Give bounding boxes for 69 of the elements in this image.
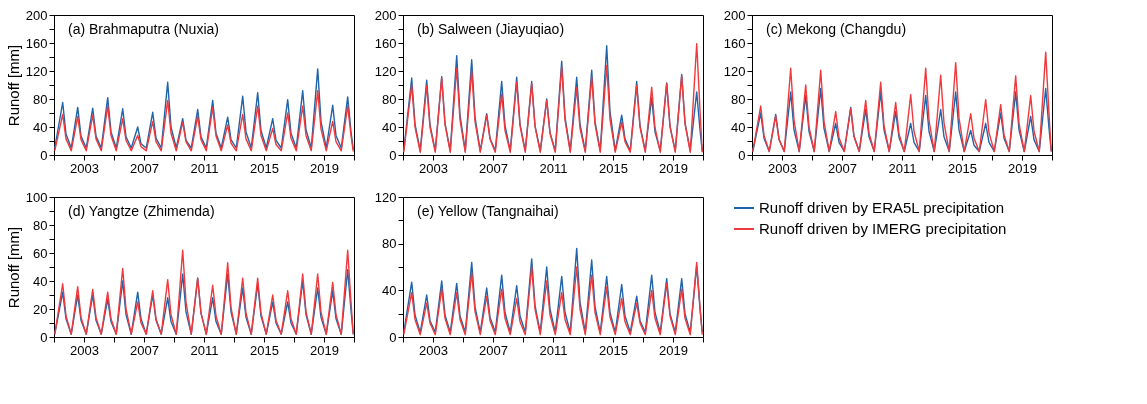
x-tick-label: 2011 bbox=[190, 160, 219, 176]
line-series bbox=[403, 261, 703, 336]
x-tick-label: 2003 bbox=[70, 160, 99, 176]
y-tick-label: 160 bbox=[25, 35, 48, 51]
y-tick-label: 80 bbox=[33, 217, 48, 233]
y-tick-label: 120 bbox=[374, 63, 397, 79]
x-tick-label: 2003 bbox=[70, 342, 99, 358]
line-series bbox=[403, 247, 703, 334]
chart-title: (d) Yangtze (Zhimenda) bbox=[68, 203, 215, 219]
line-series bbox=[54, 89, 354, 153]
chart-title: (c) Mekong (Changdu) bbox=[766, 21, 907, 37]
y-tick-label: 40 bbox=[33, 119, 48, 135]
line-series bbox=[752, 87, 1052, 153]
x-tick-label: 2003 bbox=[419, 342, 448, 358]
y-tick-label: 0 bbox=[40, 329, 48, 345]
y-tick-label: 160 bbox=[374, 35, 397, 51]
y-tick-label: 200 bbox=[374, 7, 397, 23]
legend-label: Runoff driven by ERA5L precipitation bbox=[759, 199, 1005, 216]
y-tick-label: 40 bbox=[731, 119, 746, 135]
y-axis-title: Runoff [mm] bbox=[4, 44, 22, 127]
x-tick-label: 2007 bbox=[479, 160, 508, 176]
chart-title: (b) Salween (Jiayuqiao) bbox=[417, 21, 565, 37]
line-series bbox=[54, 249, 354, 335]
line-series bbox=[54, 68, 354, 151]
x-tick-label: 2019 bbox=[310, 342, 339, 358]
x-tick-label: 2011 bbox=[539, 342, 568, 358]
y-tick-label: 160 bbox=[723, 35, 746, 51]
y-tick-label: 0 bbox=[40, 147, 48, 163]
x-tick-label: 2011 bbox=[190, 342, 219, 358]
y-tick-label: 80 bbox=[382, 236, 397, 252]
y-tick-label: 60 bbox=[33, 245, 48, 261]
y-tick-label: 40 bbox=[33, 273, 48, 289]
chart-title: (a) Brahmaputra (Nuxia) bbox=[68, 21, 219, 37]
x-tick-label: 2003 bbox=[768, 160, 797, 176]
x-tick-label: 2015 bbox=[250, 160, 279, 176]
x-tick-label: 2007 bbox=[130, 160, 159, 176]
y-tick-label: 0 bbox=[738, 147, 746, 163]
y-tick-label: 200 bbox=[25, 7, 48, 23]
y-tick-label: 200 bbox=[723, 7, 746, 23]
y-tick-label: 80 bbox=[731, 91, 746, 107]
x-tick-label: 2015 bbox=[599, 160, 628, 176]
x-tick-label: 2019 bbox=[659, 160, 688, 176]
x-tick-label: 2019 bbox=[310, 160, 339, 176]
y-tick-label: 120 bbox=[374, 189, 397, 205]
x-tick-label: 2007 bbox=[479, 342, 508, 358]
y-tick-label: 40 bbox=[382, 282, 397, 298]
x-tick-label: 2011 bbox=[888, 160, 917, 176]
x-tick-label: 2019 bbox=[1008, 160, 1037, 176]
y-tick-label: 80 bbox=[33, 91, 48, 107]
line-series bbox=[752, 51, 1052, 153]
x-tick-label: 2007 bbox=[828, 160, 857, 176]
x-tick-label: 2011 bbox=[539, 160, 568, 176]
chart-title: (e) Yellow (Tangnaihai) bbox=[417, 203, 559, 219]
y-tick-label: 100 bbox=[25, 189, 48, 205]
y-axis-title: Runoff [mm] bbox=[4, 226, 22, 309]
x-tick-label: 2007 bbox=[130, 342, 159, 358]
x-tick-label: 2019 bbox=[659, 342, 688, 358]
y-tick-label: 0 bbox=[389, 329, 397, 345]
y-tick-label: 120 bbox=[25, 63, 48, 79]
y-tick-label: 120 bbox=[723, 63, 746, 79]
y-tick-label: 80 bbox=[382, 91, 397, 107]
x-tick-label: 2015 bbox=[250, 342, 279, 358]
y-tick-label: 40 bbox=[382, 119, 397, 135]
x-tick-label: 2015 bbox=[599, 342, 628, 358]
x-tick-label: 2015 bbox=[948, 160, 977, 176]
y-tick-label: 20 bbox=[33, 301, 48, 317]
y-tick-label: 0 bbox=[389, 147, 397, 163]
x-tick-label: 2003 bbox=[419, 160, 448, 176]
legend-label: Runoff driven by IMERG precipitation bbox=[759, 220, 1007, 237]
